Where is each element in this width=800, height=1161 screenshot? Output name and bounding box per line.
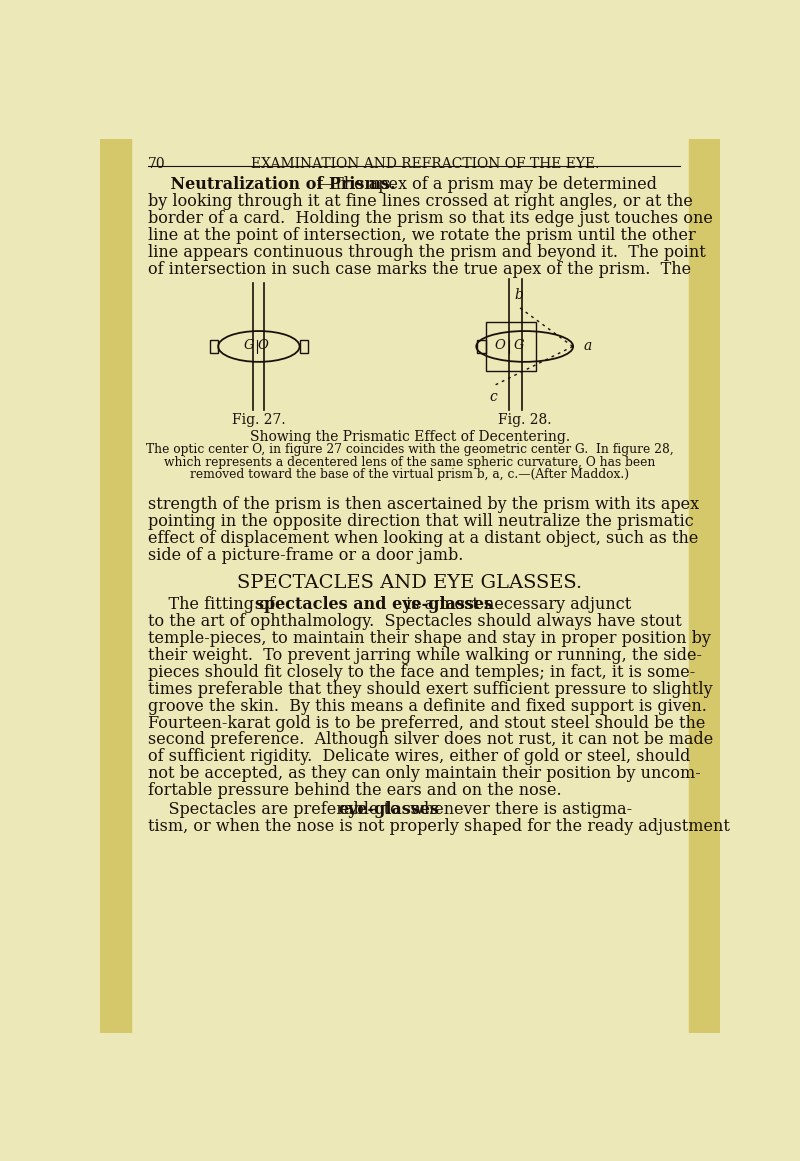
Text: pieces should fit closely to the face and temples; in fact, it is some-: pieces should fit closely to the face an…: [148, 664, 695, 680]
Text: groove the skin.  By this means a definite and fixed support is given.: groove the skin. By this means a definit…: [148, 698, 707, 714]
Text: —The apex of a prism may be determined: —The apex of a prism may be determined: [317, 176, 657, 193]
Text: their weight.  To prevent jarring while walking or running, the side-: their weight. To prevent jarring while w…: [148, 647, 702, 664]
Text: The fitting of: The fitting of: [148, 596, 280, 613]
Bar: [299, 340, 308, 353]
Text: Fourteen-karat gold is to be preferred, and stout steel should be the: Fourteen-karat gold is to be preferred, …: [148, 714, 706, 731]
Text: pointing in the opposite direction that will neutralize the prismatic: pointing in the opposite direction that …: [148, 513, 694, 529]
Text: Showing the Prismatic Effect of Decentering.: Showing the Prismatic Effect of Decenter…: [250, 430, 570, 444]
Text: O: O: [258, 339, 268, 352]
Text: of sufficient rigidity.  Delicate wires, either of gold or steel, should: of sufficient rigidity. Delicate wires, …: [148, 749, 690, 765]
Text: The optic center O, in figure 27 coincides with the geometric center G.  In figu: The optic center O, in figure 27 coincid…: [146, 444, 674, 456]
Text: eye-glasses: eye-glasses: [338, 801, 439, 817]
Text: whenever there is astigma-: whenever there is astigma-: [406, 801, 633, 817]
Text: second preference.  Although silver does not rust, it can not be made: second preference. Although silver does …: [148, 731, 714, 749]
Text: G: G: [513, 339, 524, 352]
Text: Spectacles are preferable to: Spectacles are preferable to: [148, 801, 405, 817]
Text: O: O: [494, 339, 506, 352]
Text: line appears continuous through the prism and beyond it.  The point: line appears continuous through the pris…: [148, 244, 706, 261]
Text: strength of the prism is then ascertained by the prism with its apex: strength of the prism is then ascertaine…: [148, 496, 699, 513]
Text: not be accepted, as they can only maintain their position by uncom-: not be accepted, as they can only mainta…: [148, 765, 701, 783]
Text: which represents a decentered lens of the same spheric curvature, O has been: which represents a decentered lens of th…: [164, 456, 656, 469]
Text: by looking through it at fine lines crossed at right angles, or at the: by looking through it at fine lines cros…: [148, 193, 693, 210]
Text: tism, or when the nose is not properly shaped for the ready adjustment: tism, or when the nose is not properly s…: [148, 817, 730, 835]
Text: to the art of ophthalmology.  Spectacles should always have stout: to the art of ophthalmology. Spectacles …: [148, 613, 682, 630]
Text: EXAMINATION AND REFRACTION OF THE EYE.: EXAMINATION AND REFRACTION OF THE EYE.: [251, 157, 599, 171]
Text: of intersection in such case marks the true apex of the prism.  The: of intersection in such case marks the t…: [148, 261, 691, 277]
Text: c: c: [489, 390, 497, 404]
Text: side of a picture-frame or a door jamb.: side of a picture-frame or a door jamb.: [148, 547, 463, 563]
Text: Fig. 27.: Fig. 27.: [232, 413, 286, 427]
Text: line at the point of intersection, we rotate the prism until the other: line at the point of intersection, we ro…: [148, 228, 696, 244]
Text: Fig. 28.: Fig. 28.: [498, 413, 551, 427]
Text: b: b: [514, 288, 523, 302]
Bar: [486, 322, 535, 372]
Bar: [478, 340, 486, 353]
Text: times preferable that they should exert sufficient pressure to slightly: times preferable that they should exert …: [148, 680, 713, 698]
Text: fortable pressure behind the ears and on the nose.: fortable pressure behind the ears and on…: [148, 783, 562, 799]
Bar: [689, 139, 720, 1033]
Text: is a most necessary adjunct: is a most necessary adjunct: [401, 596, 631, 613]
Text: effect of displacement when looking at a distant object, such as the: effect of displacement when looking at a…: [148, 529, 698, 547]
Text: SPECTACLES AND EYE GLASSES.: SPECTACLES AND EYE GLASSES.: [238, 575, 582, 592]
Text: spectacles and eye-glasses: spectacles and eye-glasses: [255, 596, 493, 613]
Bar: [100, 139, 131, 1033]
Text: G: G: [243, 339, 254, 352]
Text: removed toward the base of the virtual prism b, a, c.—(After Maddox.): removed toward the base of the virtual p…: [190, 468, 630, 481]
Text: a: a: [584, 339, 592, 353]
Text: 70: 70: [148, 157, 166, 171]
Text: temple-pieces, to maintain their shape and stay in proper position by: temple-pieces, to maintain their shape a…: [148, 629, 711, 647]
Text: Neutralization of Prisms.: Neutralization of Prisms.: [148, 176, 396, 193]
Bar: [210, 340, 218, 353]
Text: border of a card.  Holding the prism so that its edge just touches one: border of a card. Holding the prism so t…: [148, 210, 713, 228]
